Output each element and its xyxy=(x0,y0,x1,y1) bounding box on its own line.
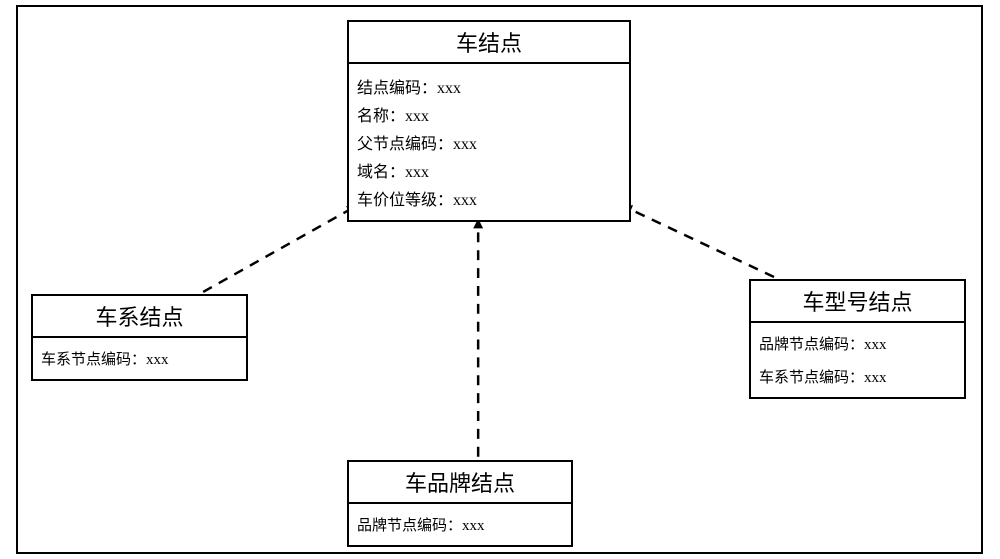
edge-series-to-car xyxy=(203,206,357,292)
node-brand-body: 品牌节点编码：xxx xyxy=(349,504,571,545)
node-brand-title: 车品牌结点 xyxy=(349,462,571,504)
attr-value: xxx xyxy=(437,80,461,97)
attr-row: 父节点编码：xxx xyxy=(357,130,621,154)
node-series: 车系结点 车系节点编码：xxx xyxy=(31,294,248,381)
attr-row: 品牌节点编码：xxx xyxy=(759,333,956,354)
attr-label: 车系节点编码： xyxy=(41,352,146,368)
attr-row: 车系节点编码：xxx xyxy=(41,348,238,369)
node-series-title: 车系结点 xyxy=(33,296,246,338)
attr-row: 结点编码：xxx xyxy=(357,74,621,98)
attr-value: xxx xyxy=(453,192,477,209)
attr-label: 名称： xyxy=(357,108,405,125)
attr-label: 父节点编码： xyxy=(357,136,453,153)
attr-value: xxx xyxy=(864,337,887,353)
attr-label: 品牌节点编码： xyxy=(357,518,462,534)
node-brand: 车品牌结点 品牌节点编码：xxx xyxy=(347,460,573,547)
attr-row: 域名：xxx xyxy=(357,158,621,182)
node-series-body: 车系节点编码：xxx xyxy=(33,338,246,379)
diagram-frame: 车结点 结点编码：xxx 名称：xxx 父节点编码：xxx 域名：xxx 车价位… xyxy=(16,5,983,554)
attr-row: 品牌节点编码：xxx xyxy=(357,514,563,535)
attr-row: 名称：xxx xyxy=(357,102,621,126)
attr-row: 车系节点编码：xxx xyxy=(759,366,956,387)
attr-value: xxx xyxy=(453,136,477,153)
attr-label: 车系节点编码： xyxy=(759,370,864,386)
attr-value: xxx xyxy=(405,164,429,181)
attr-label: 域名： xyxy=(357,164,405,181)
node-model: 车型号结点 品牌节点编码：xxx 车系节点编码：xxx xyxy=(749,279,966,399)
node-model-body: 品牌节点编码：xxx 车系节点编码：xxx xyxy=(751,323,964,397)
attr-label: 车价位等级： xyxy=(357,192,453,209)
attr-label: 结点编码： xyxy=(357,80,437,97)
node-model-title: 车型号结点 xyxy=(751,281,964,323)
attr-value: xxx xyxy=(146,352,169,368)
attr-value: xxx xyxy=(864,370,887,386)
attr-value: xxx xyxy=(405,108,429,125)
attr-row: 车价位等级：xxx xyxy=(357,186,621,210)
edge-model-to-car xyxy=(622,206,774,277)
node-car: 车结点 结点编码：xxx 名称：xxx 父节点编码：xxx 域名：xxx 车价位… xyxy=(347,20,631,222)
node-car-body: 结点编码：xxx 名称：xxx 父节点编码：xxx 域名：xxx 车价位等级：x… xyxy=(349,64,629,220)
node-car-title: 车结点 xyxy=(349,22,629,64)
attr-label: 品牌节点编码： xyxy=(759,337,864,353)
attr-value: xxx xyxy=(462,518,485,534)
